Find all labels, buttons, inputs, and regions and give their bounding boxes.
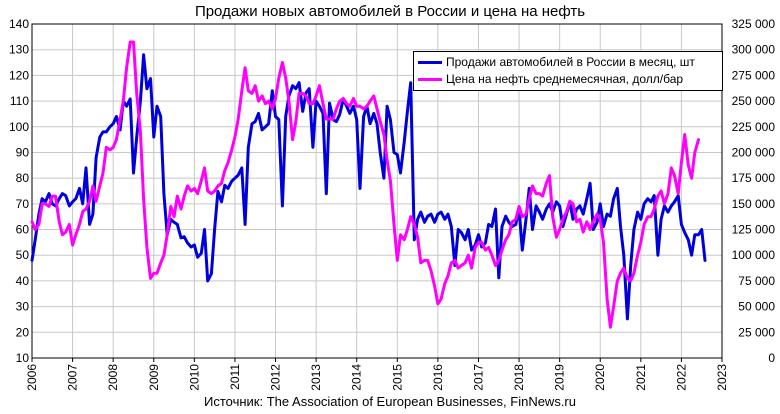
chart-title: Продажи новых автомобилей в России и цен… (194, 3, 586, 20)
x-tick-label: 2008 (106, 364, 120, 391)
x-tick-label: 2007 (66, 364, 80, 391)
x-tick-label: 2015 (390, 364, 404, 391)
y-left-tick-label: 20 (16, 325, 30, 339)
legend-label-sales: Продажи автомобилей в России в месяц, шт (446, 55, 695, 69)
x-tick-label: 2018 (512, 364, 526, 391)
y-right-tick-label: 150 000 (732, 197, 776, 211)
y-left-tick-label: 120 (9, 68, 29, 82)
series-line-car-sales (30, 53, 707, 321)
y-left-tick-label: 40 (16, 274, 30, 288)
y-right-tick-label: 50 000 (738, 300, 775, 314)
x-tick-label: 2011 (228, 364, 242, 390)
y-left-tick-label: 60 (16, 223, 30, 237)
legend-swatch-sales (418, 60, 442, 64)
y-axis-right: 0 25 000 50 000 75 000 100 000 125 000 150 000… (732, 17, 776, 365)
y-left-tick-label: 70 (16, 197, 30, 211)
x-tick-label: 2006 (25, 364, 39, 391)
y-left-tick-label: 80 (16, 171, 30, 185)
series-line-oil-price (30, 40, 700, 329)
x-tick-label: 2009 (147, 364, 161, 391)
legend-entry-sales: Продажи автомобилей в России в месяц, шт (418, 54, 695, 70)
y-right-tick-label: 325 000 (732, 17, 776, 31)
y-right-tick-label: 100 000 (732, 248, 776, 262)
x-tick-label: 2017 (471, 364, 485, 391)
y-left-tick-label: 90 (16, 145, 30, 159)
x-tick-label: 2010 (187, 364, 201, 391)
legend-entry-oil: Цена на нефть среднемесячная, долл/бар (418, 71, 683, 87)
y-right-tick-label: 175 000 (732, 171, 776, 185)
y-left-tick-label: 50 (16, 248, 30, 262)
series-layer (30, 40, 707, 329)
y-left-tick-label: 30 (16, 300, 30, 314)
x-tick-label: 2014 (350, 364, 364, 391)
y-left-tick-label: 10 (16, 351, 30, 365)
y-axis-left: 10 20 30 40 50 60 70 80 90 100 110 120 130 140 (9, 17, 29, 365)
x-tick-label: 2012 (269, 364, 283, 391)
y-left-tick-label: 100 (9, 120, 29, 134)
y-right-tick-label: 300 000 (732, 43, 776, 57)
y-left-tick-label: 130 (9, 43, 29, 57)
y-right-tick-label: 25 000 (738, 325, 775, 339)
y-left-tick-label: 110 (10, 94, 29, 108)
legend-swatch-oil (418, 77, 442, 81)
x-tick-label: 2021 (634, 364, 648, 391)
y-left-tick-label: 140 (9, 17, 29, 31)
x-tick-label: 2016 (431, 364, 445, 391)
y-right-tick-label: 225 000 (732, 120, 776, 134)
y-right-tick-label: 200 000 (732, 145, 776, 159)
y-right-tick-label: 250 000 (732, 94, 776, 108)
x-tick-label: 2023 (715, 364, 729, 391)
legend-label-oil: Цена на нефть среднемесячная, долл/бар (446, 72, 684, 86)
x-tick-label: 2022 (674, 364, 688, 391)
x-tick-label: 2020 (593, 364, 607, 391)
x-axis: 2006 2007 2008 2009 2010 2011 2012 2013 2014 2015… (25, 358, 729, 391)
y-right-tick-label: 275 000 (732, 68, 776, 82)
x-tick-label: 2013 (309, 364, 323, 391)
y-right-tick-label: 0 (768, 351, 775, 365)
legend: Продажи автомобилей в России в месяц, шт… (413, 51, 723, 91)
x-tick-label: 2019 (553, 364, 567, 391)
y-right-tick-label: 125 000 (732, 223, 776, 237)
plot-area-border (31, 23, 723, 359)
chart-source: Источник: The Association of European Bu… (204, 394, 576, 409)
y-right-tick-label: 75 000 (738, 274, 775, 288)
